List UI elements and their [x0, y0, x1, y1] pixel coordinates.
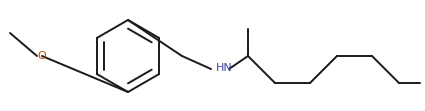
Text: O: O — [38, 51, 46, 61]
Text: HN: HN — [216, 63, 233, 73]
